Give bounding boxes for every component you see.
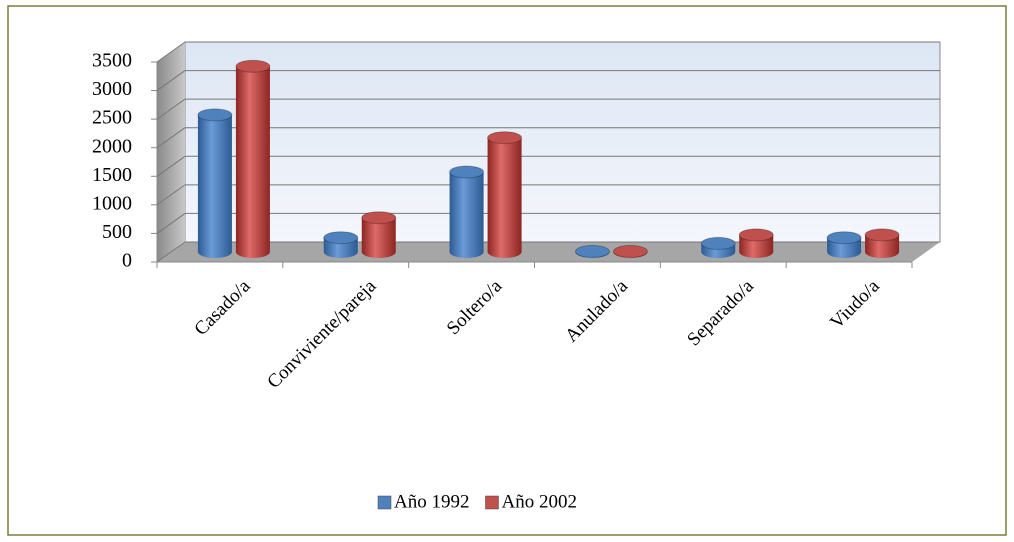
y-tick-label: 2000 — [92, 135, 132, 157]
legend-label: Año 2002 — [501, 491, 576, 512]
bar-top — [826, 231, 862, 245]
back-wall — [184, 41, 941, 243]
side-wall — [157, 42, 185, 262]
y-tick-label: 2500 — [92, 107, 132, 129]
bar — [612, 244, 648, 258]
bar-body — [449, 172, 484, 252]
grid-line — [156, 127, 186, 149]
bar-top — [864, 228, 900, 242]
grid-line — [156, 98, 186, 120]
bar-top — [361, 211, 397, 225]
grid-line — [156, 155, 186, 177]
grid-line — [156, 70, 186, 91]
bar-body — [487, 137, 522, 252]
bar-bottom — [449, 246, 484, 258]
y-tick-label: 1000 — [92, 192, 132, 214]
bar-top — [235, 59, 271, 73]
y-tick-label: 500 — [102, 221, 132, 243]
bar-top — [449, 165, 485, 179]
bar-bottom — [827, 246, 862, 258]
bar — [487, 131, 523, 258]
bar — [826, 231, 862, 258]
y-tick-label: 3000 — [92, 78, 132, 100]
bar — [197, 108, 233, 258]
bar — [235, 59, 271, 258]
bar-bottom — [865, 246, 900, 258]
bar-top — [197, 108, 233, 122]
y-tick-label: 3500 — [92, 50, 132, 72]
y-tick-label: 1500 — [92, 164, 132, 186]
bar-body — [197, 114, 232, 252]
legend-swatch — [377, 495, 392, 510]
bar — [449, 165, 485, 258]
bar — [864, 228, 900, 258]
bar-body — [235, 66, 270, 253]
legend-swatch — [485, 495, 499, 510]
bar-top — [738, 228, 774, 242]
bar-top — [612, 244, 648, 258]
bar-bottom — [323, 246, 358, 258]
bar-bottom — [361, 246, 396, 258]
grid-line — [156, 41, 186, 63]
bar — [361, 211, 397, 258]
floor — [157, 242, 940, 262]
grid-line — [156, 241, 186, 263]
bar — [738, 228, 774, 258]
bar — [700, 236, 736, 258]
bar-bottom — [701, 246, 736, 258]
bar-bottom — [487, 246, 522, 258]
bar-bottom — [235, 246, 270, 258]
legend-label: Año 1992 — [394, 491, 469, 512]
bar-top — [574, 244, 610, 258]
bar-top — [323, 231, 359, 245]
bar — [574, 244, 610, 258]
grid-line — [156, 213, 186, 234]
bar — [323, 231, 359, 258]
y-tick-label: 0 — [122, 250, 132, 272]
bar-bottom — [739, 246, 774, 258]
bar-bottom — [197, 246, 232, 258]
bar-top — [487, 131, 523, 145]
grid-line — [156, 184, 186, 206]
bar-top — [700, 236, 736, 250]
